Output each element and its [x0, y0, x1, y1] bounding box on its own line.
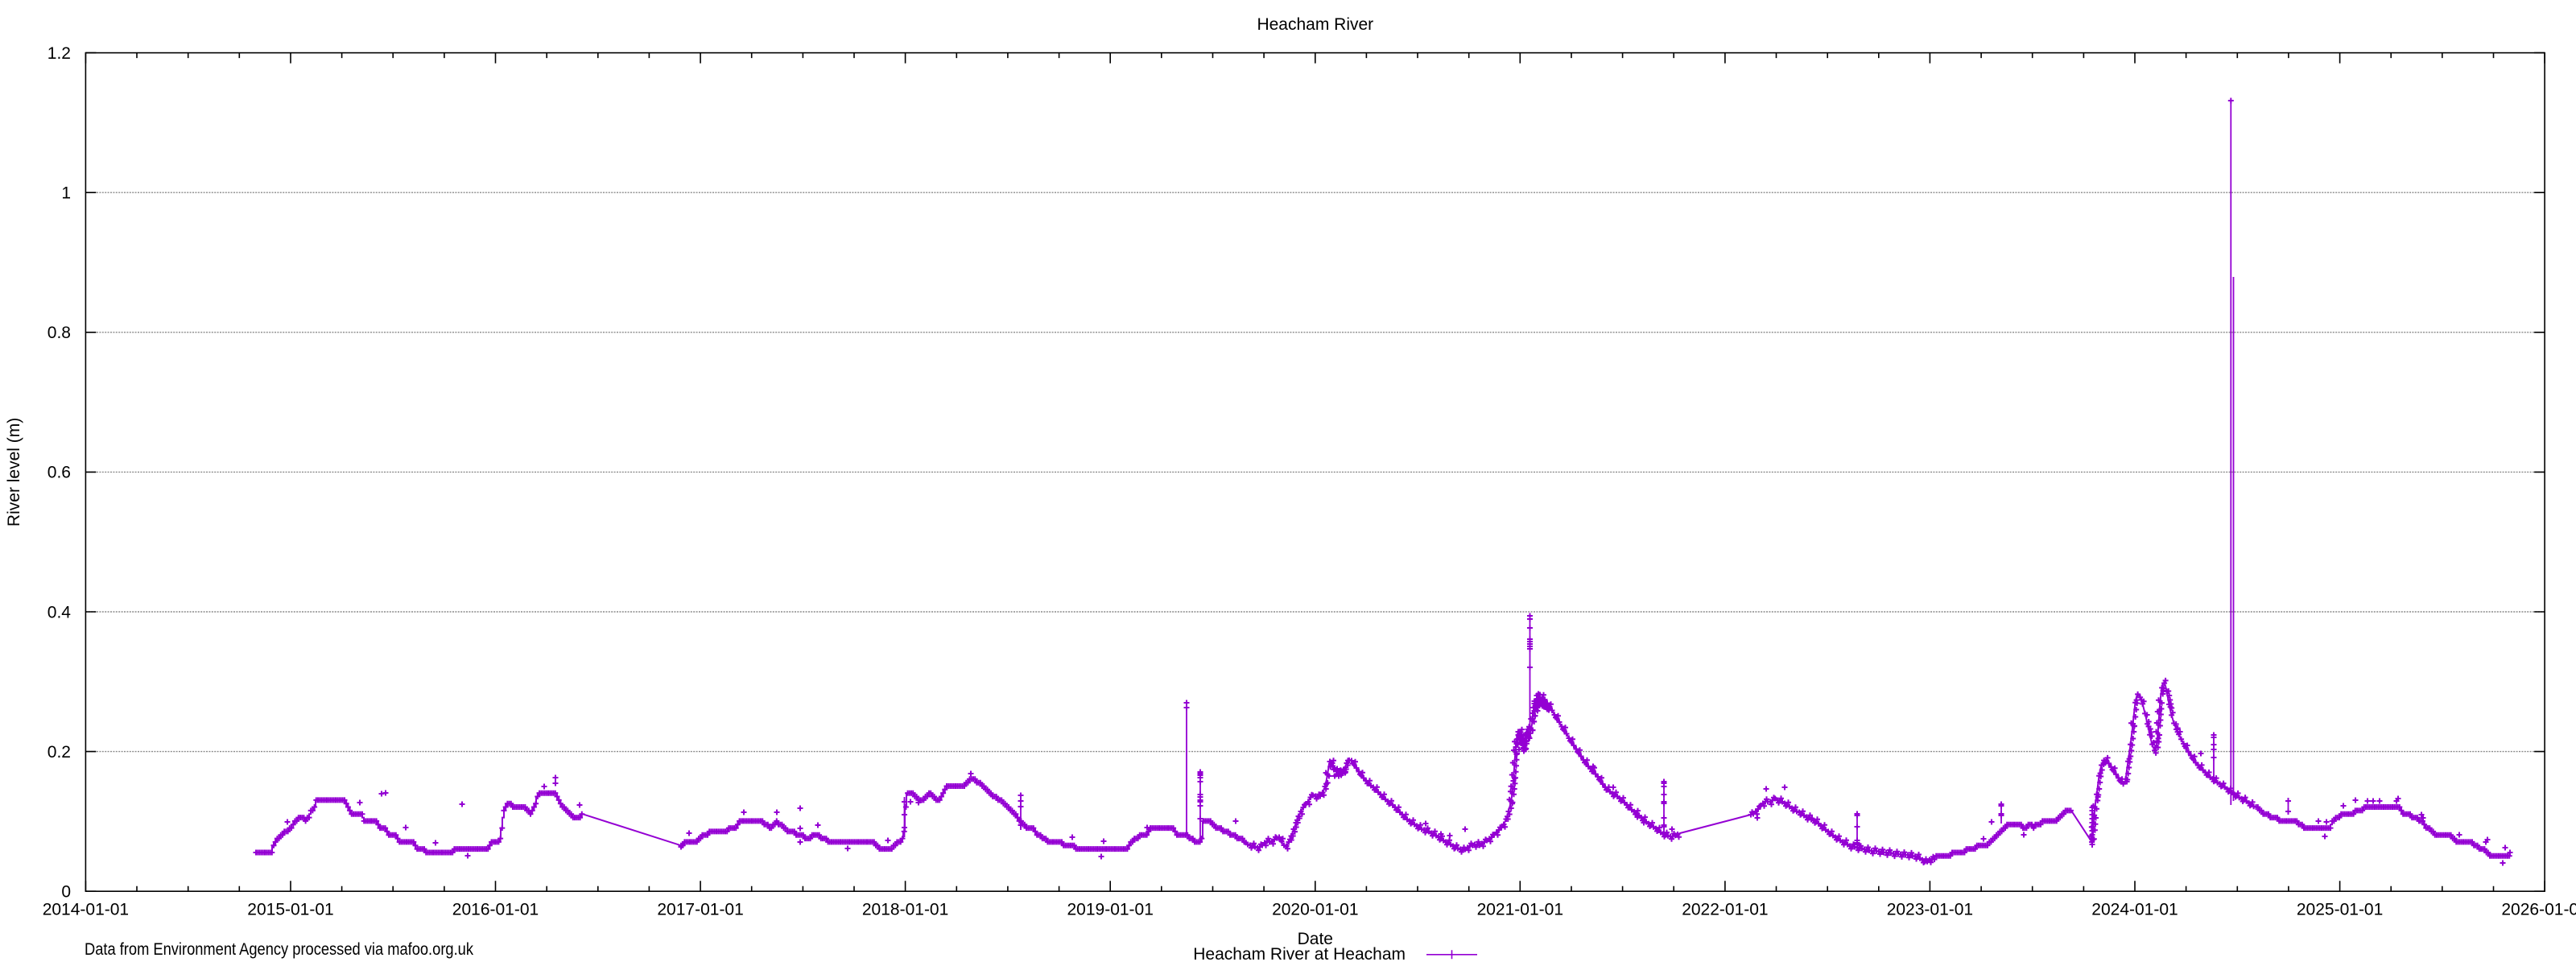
svg-text:2021-01-01: 2021-01-01 — [1477, 901, 1563, 919]
svg-text:2014-01-01: 2014-01-01 — [43, 901, 129, 919]
svg-text:0.8: 0.8 — [47, 324, 71, 342]
svg-text:2015-01-01: 2015-01-01 — [247, 901, 333, 919]
svg-text:Date: Date — [1298, 930, 1333, 948]
svg-text:0.6: 0.6 — [47, 464, 71, 482]
svg-text:0.4: 0.4 — [47, 603, 72, 621]
svg-text:2020-01-01: 2020-01-01 — [1272, 901, 1358, 919]
svg-text:Heacham River at Heacham: Heacham River at Heacham — [1193, 945, 1406, 964]
svg-text:River level (m): River level (m) — [5, 418, 23, 526]
svg-text:1.2: 1.2 — [47, 44, 71, 63]
svg-text:0: 0 — [61, 883, 71, 902]
svg-text:Heacham River: Heacham River — [1257, 15, 1373, 34]
svg-text:0.2: 0.2 — [47, 743, 71, 762]
svg-text:2026-01-01: 2026-01-01 — [2501, 901, 2576, 919]
svg-text:2016-01-01: 2016-01-01 — [452, 901, 539, 919]
svg-text:Data from Environment Agency p: Data from Environment Agency processed v… — [85, 940, 473, 959]
svg-text:2025-01-01: 2025-01-01 — [2297, 901, 2383, 919]
svg-text:2018-01-01: 2018-01-01 — [862, 901, 948, 919]
svg-text:2023-01-01: 2023-01-01 — [1887, 901, 1973, 919]
svg-text:2024-01-01: 2024-01-01 — [2091, 901, 2178, 919]
svg-text:1: 1 — [61, 184, 71, 203]
svg-text:2019-01-01: 2019-01-01 — [1067, 901, 1153, 919]
svg-text:2022-01-01: 2022-01-01 — [1682, 901, 1768, 919]
svg-text:2017-01-01: 2017-01-01 — [657, 901, 743, 919]
